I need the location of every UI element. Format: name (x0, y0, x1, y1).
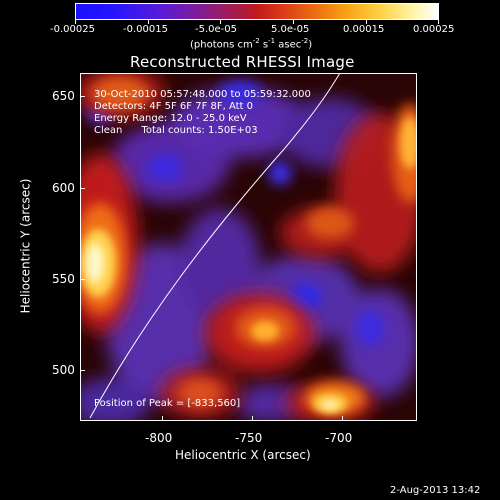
colorbar-tick-label: 0.00015 (343, 24, 385, 35)
x-tick-label: -700 (325, 431, 353, 445)
x-tick-mark (342, 416, 343, 421)
info-time-range: 30-Oct-2010 05:57:48.000 to 05:59:32.000 (94, 89, 311, 100)
peak-position-label: Position of Peak = [-833,560] (94, 398, 241, 409)
info-clean-counts: Clean Total counts: 1.50E+03 (94, 125, 258, 136)
y-tick-label: 500 (52, 363, 75, 377)
x-tick-mark (252, 416, 253, 421)
colorbar-tick (148, 19, 149, 24)
y-tick-mark (80, 279, 85, 280)
colorbar-tick-label: 5.0e-05 (271, 24, 310, 35)
colorbar-tick-label: 0.00025 (413, 24, 455, 35)
info-energy-range: Energy Range: 12.0 - 25.0 keV (94, 113, 247, 124)
colorbar-tick (220, 19, 221, 24)
solar-limb-curve (89, 73, 341, 419)
plot-title: Reconstructed RHESSI Image (130, 53, 355, 71)
y-tick-label: 550 (52, 272, 75, 286)
colorbar-tick-label: -0.00025 (50, 24, 95, 35)
y-tick-mark (80, 370, 85, 371)
colorbar-tick (438, 19, 439, 24)
colorbar-tick (293, 19, 294, 24)
y-tick-label: 600 (52, 181, 75, 195)
y-tick-label: 650 (52, 89, 75, 103)
x-tick-mark (162, 416, 163, 421)
colorbar (75, 3, 439, 20)
colorbar-tick-label: -0.00015 (123, 24, 168, 35)
y-tick-mark (80, 188, 85, 189)
x-tick-label: -750 (235, 431, 263, 445)
colorbar-tick (75, 19, 76, 24)
y-axis-label: Heliocentric Y (arcsec) (18, 178, 33, 314)
x-tick-label: -800 (145, 431, 173, 445)
rhessi-image (80, 73, 417, 421)
info-detectors: Detectors: 4F 5F 6F 7F 8F, Att 0 (94, 101, 254, 112)
y-tick-mark (80, 96, 85, 97)
colorbar-tick (366, 19, 367, 24)
colorbar-tick-label: -5.0e-05 (195, 24, 237, 35)
colorbar-unit-label: (photons cm-2 s-1 asec-2) (190, 37, 313, 51)
x-axis-label: Heliocentric X (arcsec) (175, 448, 311, 462)
rhessi-image-svg (80, 73, 417, 421)
date-stamp: 2-Aug-2013 13:42 (390, 485, 481, 496)
